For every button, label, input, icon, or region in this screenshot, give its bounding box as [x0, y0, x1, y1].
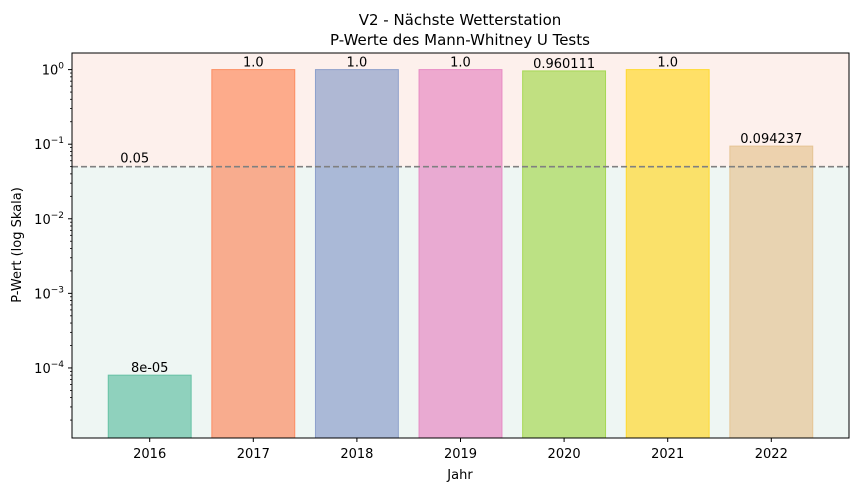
bar-value-labels: 8e-05 1.0 1.0 1.0 0.960111 1.0 0.094237 [131, 56, 802, 377]
bar-value-label-2018: 1.0 [347, 56, 368, 71]
bar-2020 [522, 70, 607, 439]
x-tick-label-2016: 2016 [133, 447, 166, 462]
bar-2019 [418, 69, 503, 439]
y-tick-label-−1: 10−1 [34, 136, 64, 153]
threshold-label: 0.05 [120, 152, 149, 167]
bar-value-label-2017: 1.0 [243, 56, 264, 71]
bars-group [107, 69, 814, 439]
y-axis-label: P-Wert (log Skala) [10, 187, 25, 303]
y-tick-label-−4: 10−4 [34, 360, 64, 377]
x-axis-label: Jahr [446, 468, 473, 483]
y-tick-label-−2: 10−2 [34, 211, 64, 228]
x-tick-label-2019: 2019 [444, 447, 477, 462]
bar-2021 [625, 69, 710, 439]
bar-2017 [211, 69, 296, 439]
bar-2016 [107, 374, 192, 439]
x-tick-label-2021: 2021 [651, 447, 684, 462]
bar-value-label-2020: 0.960111 [533, 57, 595, 72]
axes-group: 2016 2017 2018 2019 2020 2021 2022 10−4 10−3 10−2… [34, 52, 850, 462]
bar-2022 [729, 145, 814, 439]
y-tick-label-0: 100 [42, 62, 65, 79]
bar-value-label-2016: 8e-05 [131, 361, 169, 376]
y-tick-label-−3: 10−3 [34, 285, 64, 302]
chart-subtitle: P-Werte des Mann-Whitney U Tests [330, 31, 590, 49]
bar-value-label-2022: 0.094237 [740, 132, 802, 147]
x-tick-label-2020: 2020 [548, 447, 581, 462]
x-tick-label-2017: 2017 [237, 447, 270, 462]
threshold-group: 0.05 [72, 152, 849, 168]
chart-title: V2 - Nächste Wetterstation [359, 11, 562, 29]
bar-2018 [314, 69, 399, 439]
x-tick-label-2018: 2018 [340, 447, 373, 462]
bar-value-label-2021: 1.0 [657, 56, 678, 71]
x-tick-label-2022: 2022 [755, 447, 788, 462]
bar-value-label-2019: 1.0 [450, 56, 471, 71]
